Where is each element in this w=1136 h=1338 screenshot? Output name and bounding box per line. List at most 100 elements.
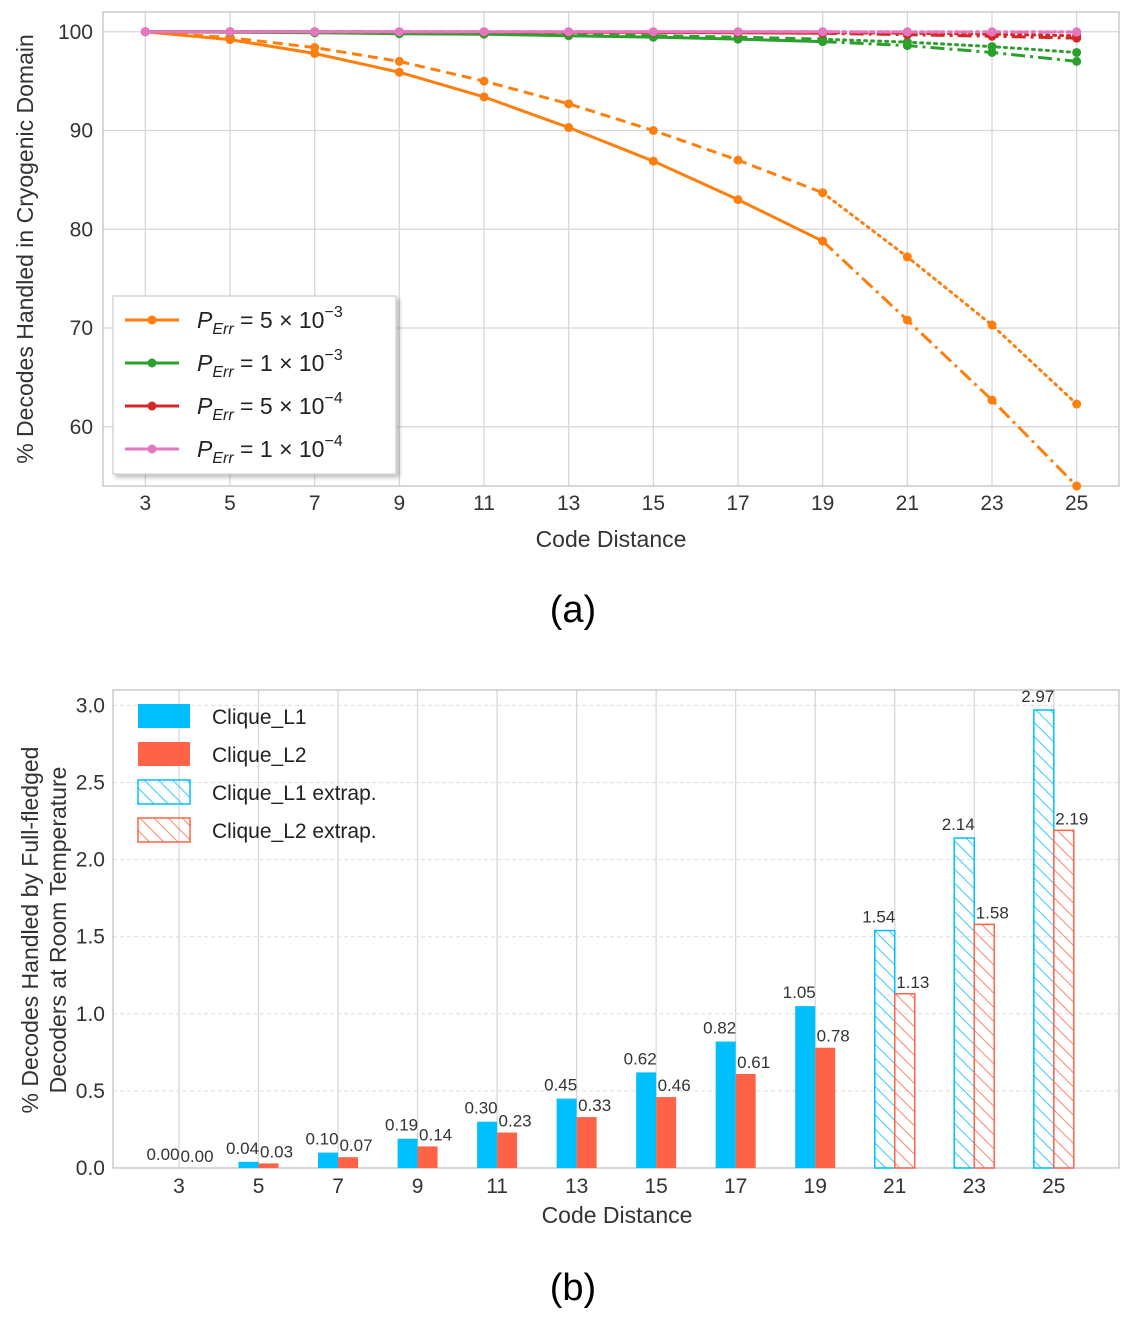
series-upper-extrap-line [821,37,1079,54]
y-tick-label: 0.5 [76,1080,105,1103]
data-point [648,27,658,37]
bar-chart-data-labels: 0.00 0.04 0.10 0.19 0.30 0.45 0.62 0.82 1.05 1.54… [146,687,1088,1166]
series-extrap-line [822,40,1077,63]
x-tick-label: 5 [253,1175,265,1198]
data-point [733,195,743,205]
data-point [818,188,828,198]
bar-data-label: 0.00 [146,1145,179,1164]
panel-label-a: (a) [550,589,596,631]
legend-label: Clique_L2 extrap. [212,820,377,843]
bar [258,1163,279,1168]
legend-marker [147,444,157,454]
line-chart-y-label: % Decodes Handled in Cryogenic Domain [12,34,38,464]
series-extrap-line [821,240,1078,488]
x-tick-label: 17 [726,492,749,515]
x-tick-label: 15 [642,492,665,515]
data-point [648,156,658,166]
y-tick-label: 80 [70,218,93,241]
y-tick-label: 3.0 [76,694,105,717]
x-tick-label: 9 [412,1175,424,1198]
bar-extrapolated [953,837,976,1169]
data-point [140,27,150,37]
bar-data-label: 0.46 [658,1076,691,1095]
data-point [902,252,912,262]
bar-extrapolated [973,923,996,1169]
data-point [310,27,320,37]
x-tick-label: 5 [224,492,236,515]
data-point [733,27,743,37]
data-point [818,27,828,37]
data-point [1072,56,1082,66]
panel-label-b: (b) [550,1267,596,1309]
bar-chart-panel: 0.00 0.04 0.100.190.300.450.620.821.051.54… [17,687,1120,1309]
x-tick-label: 17 [724,1175,747,1198]
x-tick-label: 13 [565,1175,588,1198]
bar-chart-frame [112,689,1120,1169]
legend-label: PErr = 5 × 10−3 [197,304,343,338]
line-chart-y-ticks: 60 70 80 90 100 [58,21,93,439]
data-point [310,43,320,53]
bar-data-label: 0.62 [624,1049,657,1068]
line-chart-frame [102,11,1120,487]
data-point [394,27,404,37]
bar [656,1097,677,1168]
y-tick-label: 100 [58,21,93,44]
legend-marker [147,358,157,368]
data-point [1072,399,1082,409]
bar-data-label: 2.14 [942,815,975,834]
bar-chart-x-label: Code Distance [542,1202,693,1228]
data-point [564,123,574,133]
x-tick-label: 3 [173,1175,185,1198]
data-point [648,126,658,135]
data-point [564,27,574,37]
y-tick-label: 0.0 [76,1157,105,1180]
bar-data-label: 0.14 [419,1125,452,1144]
bar-extrapolated [1033,709,1055,1169]
data-point [1072,47,1082,57]
bar [735,1073,756,1168]
bar [338,1157,359,1168]
bar-chart-y-ticks: 0.0 0.5 1.0 1.5 2.0 2.5 3.0 [76,694,105,1180]
bar-data-label: 0.30 [465,1099,498,1118]
data-point [1072,27,1082,37]
legend-label: PErr = 1 × 10−3 [197,347,343,381]
legend-label: Clique_L1 extrap. [212,782,377,805]
bar-chart-y-label-line2: Decoders at Room Temperature [45,767,71,1094]
bar-data-label: 0.04 [226,1139,259,1158]
bar-data-label: 0.03 [260,1142,293,1161]
legend-marker [147,401,157,411]
legend-box [112,295,397,475]
data-point [394,67,404,77]
bar-data-label: 1.05 [783,983,816,1002]
x-tick-label: 25 [1065,492,1088,515]
legend-label: PErr = 1 × 10−4 [197,433,343,467]
legend-label: Clique_L2 [212,744,307,767]
bar-data-label: 0.23 [499,1112,532,1131]
y-tick-label: 2.0 [76,849,105,872]
data-point [987,320,997,330]
y-tick-label: 70 [70,317,93,340]
bar-data-label: 0.82 [703,1019,736,1038]
y-tick-label: 2.5 [76,772,105,795]
data-point [479,27,489,37]
bar [636,1072,657,1168]
x-tick-label: 19 [811,492,834,515]
bar-data-label: 0.00 [180,1147,213,1166]
x-tick-label: 7 [332,1175,344,1198]
x-tick-label: 19 [804,1175,827,1198]
bar-data-label: 1.13 [896,973,929,992]
bar-extrapolated [1053,829,1075,1169]
data-point [902,37,912,47]
bar-data-label: 1.54 [862,908,895,927]
x-tick-label: 3 [139,492,151,515]
bar-data-label: 0.33 [578,1096,611,1115]
bar-data-label: 0.10 [306,1130,339,1149]
legend-swatch-hatched [137,779,191,805]
line-chart-x-label: Code Distance [536,526,687,552]
bar [397,1138,418,1168]
data-point [902,27,912,37]
legend-marker [147,315,157,325]
y-tick-label: 1.0 [76,1003,105,1026]
data-point [564,99,574,109]
